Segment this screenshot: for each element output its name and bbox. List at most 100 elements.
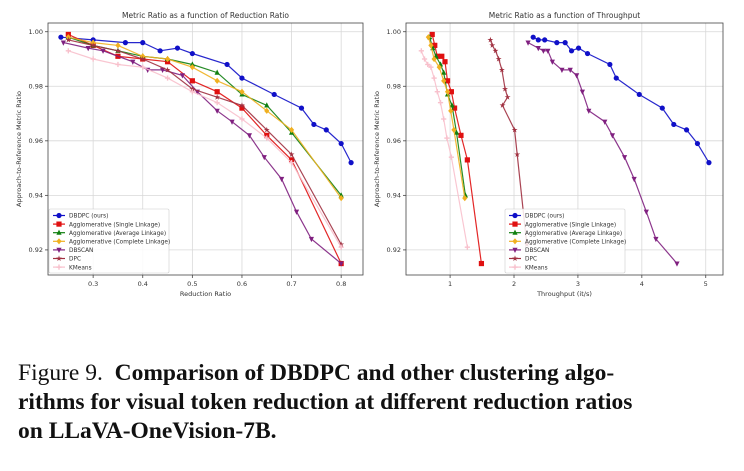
data-point <box>293 209 300 215</box>
data-point <box>271 91 277 98</box>
data-point <box>264 132 270 138</box>
data-point <box>264 102 270 108</box>
data-point <box>174 45 181 51</box>
data-point <box>239 116 245 122</box>
data-point <box>607 61 613 68</box>
legend-item: DPC <box>509 255 537 263</box>
data-point <box>338 261 344 267</box>
data-point <box>535 37 541 43</box>
data-point <box>279 176 285 183</box>
legend-item: DPC <box>53 255 81 263</box>
legend-label: Agglomerative (Complete Linkage) <box>525 240 626 246</box>
y-tick-label: 0.96 <box>29 137 43 145</box>
data-point <box>214 94 221 100</box>
y-tick-label: 0.94 <box>29 192 43 200</box>
data-point <box>451 105 458 111</box>
series-dbdpc-ours- <box>530 34 712 166</box>
y-tick-label: 0.96 <box>387 137 401 145</box>
data-point <box>504 94 511 100</box>
series-dbscan <box>525 40 680 267</box>
legend-item: DBDPC (ours) <box>53 212 108 220</box>
data-point <box>239 88 245 95</box>
data-point <box>492 47 499 54</box>
legend: DBDPC (ours) Agglomerative (Single Linkag… <box>504 208 626 274</box>
legend-label: DPC <box>525 257 537 263</box>
legend-marker <box>512 264 518 270</box>
data-point <box>264 107 270 114</box>
data-point <box>338 194 344 202</box>
data-point <box>189 89 195 95</box>
data-point <box>464 244 470 250</box>
data-point <box>115 42 121 49</box>
legend-item: DBSCAN <box>53 247 93 254</box>
legend-label: DPC <box>69 257 81 263</box>
series-dpc <box>65 36 345 247</box>
data-point <box>458 132 464 138</box>
chart-title: Metric Ratio as a function of Throughput <box>489 11 640 20</box>
x-tick-label: 2 <box>512 280 516 288</box>
legend-marker <box>512 221 518 227</box>
legend-label: DBSCAN <box>525 248 549 254</box>
data-point <box>264 135 270 141</box>
data-point <box>694 140 701 147</box>
data-point <box>288 126 295 134</box>
data-point <box>239 102 245 108</box>
data-point <box>214 108 220 114</box>
data-point <box>139 55 146 62</box>
data-point <box>239 105 245 111</box>
series-line <box>68 36 342 199</box>
legend-label: Agglomerative (Complete Linkage) <box>69 240 170 246</box>
data-point <box>428 42 434 49</box>
data-point <box>643 209 649 215</box>
data-point <box>631 176 637 183</box>
data-point <box>130 59 136 65</box>
data-point <box>514 151 521 157</box>
caption-line-2: rithms for visual token reduction at dif… <box>18 389 633 415</box>
data-point <box>451 126 457 134</box>
data-point <box>575 45 582 51</box>
x-tick-label: 0.3 <box>88 280 98 288</box>
data-point <box>586 108 592 114</box>
x-axis-label: Throughput (it/s) <box>536 290 592 298</box>
data-point <box>436 64 442 71</box>
data-point <box>90 56 96 62</box>
legend-label: Agglomerative (Single Linkage) <box>69 222 160 228</box>
data-point <box>449 102 455 108</box>
data-point <box>442 59 448 65</box>
legend-label: DBSCAN <box>69 248 93 254</box>
data-point <box>429 31 435 38</box>
data-point <box>545 48 551 54</box>
legend-marker <box>512 255 518 261</box>
data-point <box>421 56 428 62</box>
data-point <box>444 78 451 84</box>
legend-item: DBSCAN <box>509 247 549 254</box>
data-point <box>164 66 171 73</box>
legend-label: DBDPC (ours) <box>69 214 108 220</box>
x-axis-label: Reduction Ratio <box>180 290 231 298</box>
data-point <box>311 121 317 128</box>
legend-marker <box>56 264 62 270</box>
data-point <box>100 48 106 54</box>
data-point <box>288 157 295 163</box>
legend-box <box>504 208 626 274</box>
legend-item: KMeans <box>509 264 548 271</box>
chart-title: Metric Ratio as a function of Reduction … <box>122 11 289 20</box>
x-tick-label: 1 <box>448 280 452 288</box>
data-point <box>579 89 585 95</box>
data-point <box>448 89 454 95</box>
data-point <box>85 45 91 52</box>
data-point <box>263 126 270 133</box>
y-tick-label: 0.92 <box>29 246 43 254</box>
data-point <box>437 100 444 106</box>
data-point <box>115 47 121 54</box>
data-point <box>609 133 616 139</box>
data-point <box>157 48 163 54</box>
data-point <box>511 126 518 133</box>
data-point <box>189 61 195 67</box>
data-point <box>441 116 447 122</box>
y-axis-label: Approach-to-Reference Metric Ratio <box>15 91 23 207</box>
data-point <box>636 91 642 98</box>
y-tick-label: 1.00 <box>29 28 43 36</box>
data-point <box>348 160 354 166</box>
data-point <box>584 50 591 57</box>
